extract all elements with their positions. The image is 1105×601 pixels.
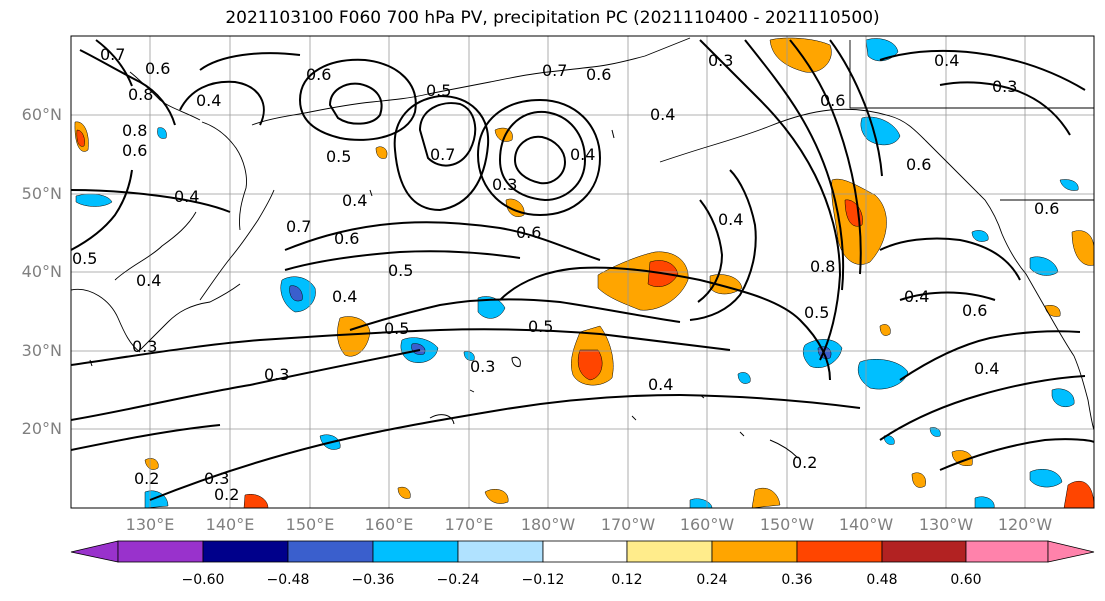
svg-text:0.8: 0.8 [122, 121, 147, 140]
map-area: 0.7 0.6 0.8 0.8 0.6 0.4 0.6 0.5 0.7 0.7 … [71, 36, 1094, 508]
colorbar [70, 540, 1095, 563]
lon-label: 170°E [444, 515, 494, 534]
svg-text:0.5: 0.5 [426, 81, 451, 100]
svg-text:0.7: 0.7 [286, 217, 311, 236]
colorbar-tick-label: 0.36 [781, 572, 813, 588]
colorbar-swatch [965, 540, 1049, 563]
lat-label: 30°N [21, 341, 62, 360]
svg-text:0.6: 0.6 [906, 155, 931, 174]
svg-text:0.4: 0.4 [174, 187, 199, 206]
colorbar-tick-label: 0.48 [866, 572, 898, 588]
svg-text:0.2: 0.2 [792, 453, 817, 472]
colorbar-tick-label: −0.60 [181, 572, 225, 588]
colorbar-swatch [711, 540, 798, 563]
svg-text:0.7: 0.7 [100, 45, 125, 64]
colorbar-tick-label: −0.36 [351, 572, 395, 588]
lon-label: 130°E [125, 515, 175, 534]
colorbar-extend-left [70, 540, 119, 563]
svg-text:0.5: 0.5 [384, 319, 409, 338]
colorbar-tick-label: −0.12 [521, 572, 565, 588]
svg-text:0.8: 0.8 [128, 85, 153, 104]
svg-text:0.6: 0.6 [122, 141, 147, 160]
svg-text:0.6: 0.6 [820, 91, 845, 110]
svg-text:0.4: 0.4 [718, 210, 743, 229]
colorbar-swatch [881, 540, 967, 563]
lon-label: 160°E [364, 515, 414, 534]
svg-text:0.7: 0.7 [430, 145, 455, 164]
svg-text:0.3: 0.3 [470, 357, 495, 376]
svg-text:0.5: 0.5 [388, 261, 413, 280]
lon-label: 150°E [285, 515, 335, 534]
svg-text:0.4: 0.4 [342, 191, 367, 210]
colorbar-tick-label: −0.48 [266, 572, 310, 588]
colorbar-tick-label: 0.60 [950, 572, 982, 588]
svg-text:0.8: 0.8 [810, 257, 835, 276]
pv-contours-thin [89, 129, 799, 459]
colorbar-tick-label: 0.24 [696, 572, 728, 588]
svg-text:0.3: 0.3 [992, 77, 1017, 96]
svg-text:0.3: 0.3 [132, 337, 157, 356]
svg-text:0.4: 0.4 [904, 287, 929, 306]
lat-label: 20°N [21, 419, 62, 438]
colorbar-swatch [542, 540, 628, 563]
colorbar-extend-right [1047, 540, 1095, 563]
svg-text:0.3: 0.3 [204, 469, 229, 488]
lon-label: 170°W [600, 515, 656, 534]
map-title: 2021103100 F060 700 hPa PV, precipitatio… [225, 8, 880, 28]
svg-text:0.5: 0.5 [528, 317, 553, 336]
lon-label: 130°W [918, 515, 974, 534]
svg-text:0.6: 0.6 [586, 65, 611, 84]
colorbar-swatch [626, 540, 713, 563]
colorbar-tick-label: 0.12 [611, 572, 643, 588]
svg-text:0.4: 0.4 [196, 91, 221, 110]
svg-text:0.4: 0.4 [648, 375, 673, 394]
svg-text:0.3: 0.3 [708, 51, 733, 70]
svg-text:0.2: 0.2 [134, 469, 159, 488]
lon-label: 160°W [679, 515, 735, 534]
graticule-grid [71, 36, 1094, 508]
lon-label: 120°W [997, 515, 1053, 534]
svg-text:0.4: 0.4 [650, 105, 675, 124]
colorbar-swatch [372, 540, 459, 563]
svg-text:0.6: 0.6 [1034, 199, 1059, 218]
lon-label: 180°W [520, 515, 576, 534]
svg-text:0.5: 0.5 [326, 147, 351, 166]
lon-label: 140°W [838, 515, 894, 534]
colorbar-swatch [202, 540, 289, 563]
svg-text:0.6: 0.6 [962, 301, 987, 320]
contour-labels: 0.7 0.6 0.8 0.8 0.6 0.4 0.6 0.5 0.7 0.7 … [72, 45, 1059, 504]
svg-text:0.5: 0.5 [72, 249, 97, 268]
svg-text:0.4: 0.4 [934, 51, 959, 70]
svg-text:0.6: 0.6 [516, 223, 541, 242]
colorbar-tick-label: −0.24 [436, 572, 480, 588]
lon-label: 140°E [205, 515, 255, 534]
lat-label: 60°N [21, 105, 62, 124]
svg-text:0.4: 0.4 [332, 287, 357, 306]
svg-text:0.6: 0.6 [306, 65, 331, 84]
precip-anomaly-shading [74, 37, 1094, 508]
svg-text:0.5: 0.5 [804, 303, 829, 322]
coastlines [71, 37, 1094, 437]
svg-text:0.4: 0.4 [974, 359, 999, 378]
svg-text:0.6: 0.6 [334, 229, 359, 248]
svg-text:0.3: 0.3 [264, 365, 289, 384]
colorbar-swatch [796, 540, 883, 563]
svg-text:0.4: 0.4 [570, 145, 595, 164]
svg-text:0.3: 0.3 [492, 175, 517, 194]
lon-label: 150°W [759, 515, 815, 534]
colorbar-swatch [457, 540, 544, 563]
colorbar-swatch [117, 540, 204, 563]
map-frame [70, 35, 1095, 509]
colorbar-swatch [287, 540, 374, 563]
svg-text:0.4: 0.4 [136, 271, 161, 290]
svg-text:0.2: 0.2 [214, 485, 239, 504]
lat-label: 40°N [21, 262, 62, 281]
lat-label: 50°N [21, 184, 62, 203]
svg-text:0.7: 0.7 [542, 61, 567, 80]
svg-text:0.6: 0.6 [145, 59, 170, 78]
pv-contours [71, 39, 1094, 501]
